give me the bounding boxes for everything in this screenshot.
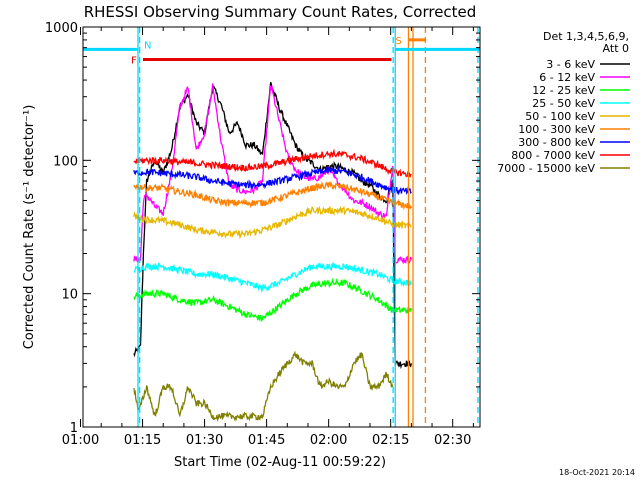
series-layer xyxy=(133,82,413,423)
chart-title: RHESSI Observing Summary Count Rates, Co… xyxy=(84,3,477,21)
night-marker-label: N xyxy=(144,40,151,51)
series-line-6 xyxy=(133,165,412,196)
legend-item-label: 7000 - 15000 keV xyxy=(497,162,595,175)
flare-marker-label: F xyxy=(131,56,137,67)
series-line-3 xyxy=(133,261,412,293)
x-tick-label: 01:30 xyxy=(186,433,223,448)
y-tick-label: 1000 xyxy=(45,21,78,36)
x-tick-label: 01:15 xyxy=(124,433,161,448)
legend-item-label: 6 - 12 keV xyxy=(539,71,595,84)
y-tick-label: 10 xyxy=(61,288,78,303)
legend-item-label: 800 - 7000 keV xyxy=(511,149,595,162)
series-line-2 xyxy=(133,277,413,322)
saa-marker-label: S xyxy=(395,36,401,47)
x-tick-label: 01:45 xyxy=(248,433,285,448)
legend-item-label: 50 - 100 keV xyxy=(525,110,595,123)
axis-layer: 01:00 01:15 01:30 01:45 02:00 02:15 02:30 1 10 10… xyxy=(45,21,480,448)
x-tick-label: 02:15 xyxy=(372,433,409,448)
x-tick-label: 02:00 xyxy=(310,433,347,448)
legend-item-label: 100 - 300 keV xyxy=(518,123,595,136)
marker-layer: FN S xyxy=(83,27,480,427)
x-axis-label: Start Time (02-Aug-11 00:59:22) xyxy=(174,455,386,470)
legend-header-line-1: Det 1,3,4,5,6,9, xyxy=(543,30,629,43)
legend-item-label: 25 - 50 keV xyxy=(532,97,595,110)
plot-frame xyxy=(82,26,481,428)
series-line-4 xyxy=(133,205,412,240)
legend-item-label: 300 - 800 keV xyxy=(518,136,595,149)
x-tick-label: 01:00 xyxy=(62,433,99,448)
series-line-1 xyxy=(133,83,413,265)
y-axis-label: Corrected Count Rate (s⁻¹ detector⁻¹) xyxy=(22,105,37,350)
series-line-8 xyxy=(133,350,394,423)
series-line-7 xyxy=(133,148,412,178)
legend-item-label: 3 - 6 keV xyxy=(546,58,595,71)
series-line-5 xyxy=(133,180,412,211)
x-tick-label: 02:30 xyxy=(434,433,471,448)
legend-item-label: 12 - 25 keV xyxy=(532,84,595,97)
y-tick-label: 1 xyxy=(70,421,78,436)
legend-header-line-2: Att 0 xyxy=(603,42,629,55)
y-tick-label: 100 xyxy=(53,154,78,169)
generation-timestamp: 18-Oct-2021 20:14 xyxy=(559,468,635,477)
